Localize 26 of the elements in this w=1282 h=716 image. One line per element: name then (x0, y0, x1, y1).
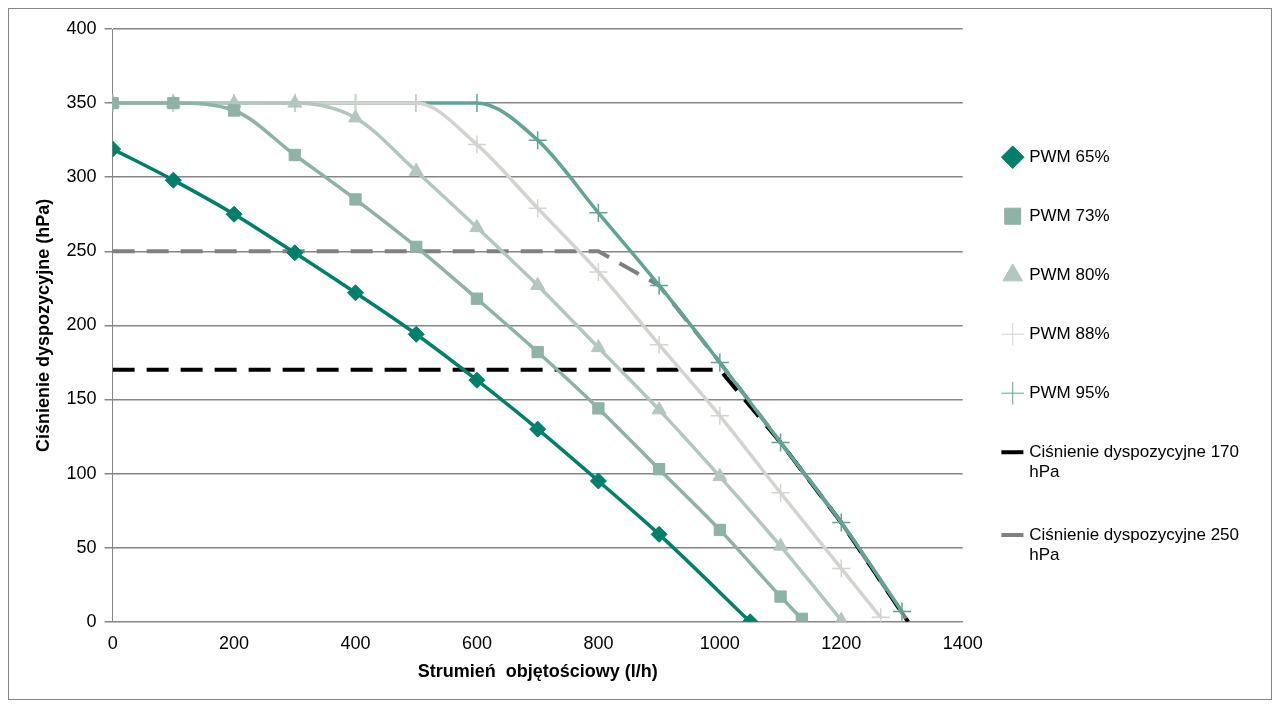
y-tick-label: 250 (66, 240, 97, 261)
y-tick-label: 300 (66, 166, 97, 187)
y-tick-label: 50 (76, 536, 97, 557)
legend-label: PWM 80% (1029, 264, 1110, 284)
y-tick-label: 100 (66, 462, 97, 483)
y-tick-label: 200 (66, 314, 97, 335)
x-tick-label: 1400 (942, 632, 983, 653)
legend-label: PWM 73% (1029, 205, 1110, 225)
y-tick-label: 0 (86, 610, 97, 631)
legend-label: Ciśnienie dyspozycyjne 250 hPa (1029, 524, 1240, 565)
x-axis-title: Strumień objętościowy (l/h) (417, 661, 658, 682)
x-tick-label: 400 (340, 632, 371, 653)
y-tick-label: 400 (66, 17, 97, 38)
y-tick-label: 150 (66, 388, 97, 409)
x-tick-label: 1000 (699, 632, 740, 653)
x-tick-label: 800 (583, 632, 614, 653)
legend-label: PWM 88% (1029, 323, 1110, 343)
x-tick-label: 0 (107, 632, 118, 653)
legend-label: Ciśnienie dyspozycyjne 170 hPa (1029, 441, 1240, 482)
legend-label: PWM 95% (1029, 382, 1110, 402)
x-tick-label: 200 (219, 632, 250, 653)
x-tick-label: 600 (461, 632, 492, 653)
legend-label: PWM 65% (1029, 146, 1110, 166)
y-tick-label: 350 (66, 92, 97, 113)
x-tick-label: 1200 (821, 632, 862, 653)
y-axis-title: Ciśnienie dyspozycyjne (hPa) (32, 198, 53, 452)
